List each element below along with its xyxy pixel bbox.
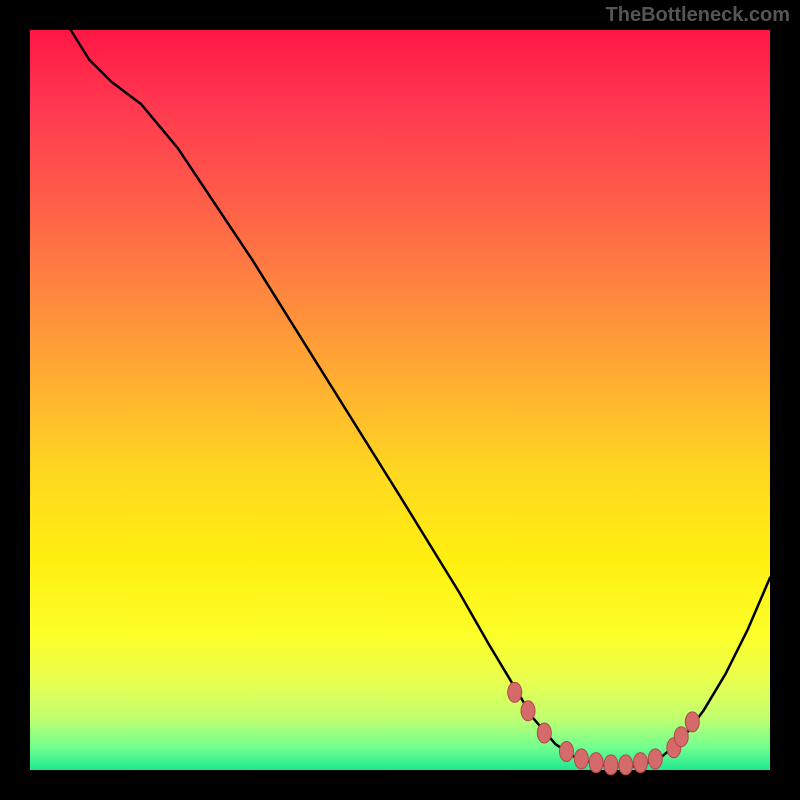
- marker-point: [589, 753, 603, 773]
- marker-point: [685, 712, 699, 732]
- marker-point: [521, 701, 535, 721]
- marker-point: [508, 682, 522, 702]
- marker-point: [604, 755, 618, 775]
- marker-point: [560, 742, 574, 762]
- marker-point: [619, 755, 633, 775]
- marker-point: [674, 727, 688, 747]
- watermark-label: TheBottleneck.com: [606, 4, 790, 27]
- marker-point: [537, 723, 551, 743]
- marker-point: [574, 749, 588, 769]
- marker-point: [648, 749, 662, 769]
- chart-container: TheBottleneck.com: [0, 0, 800, 800]
- plot-background: [30, 30, 770, 770]
- marker-point: [634, 753, 648, 773]
- chart-svg: [0, 0, 800, 800]
